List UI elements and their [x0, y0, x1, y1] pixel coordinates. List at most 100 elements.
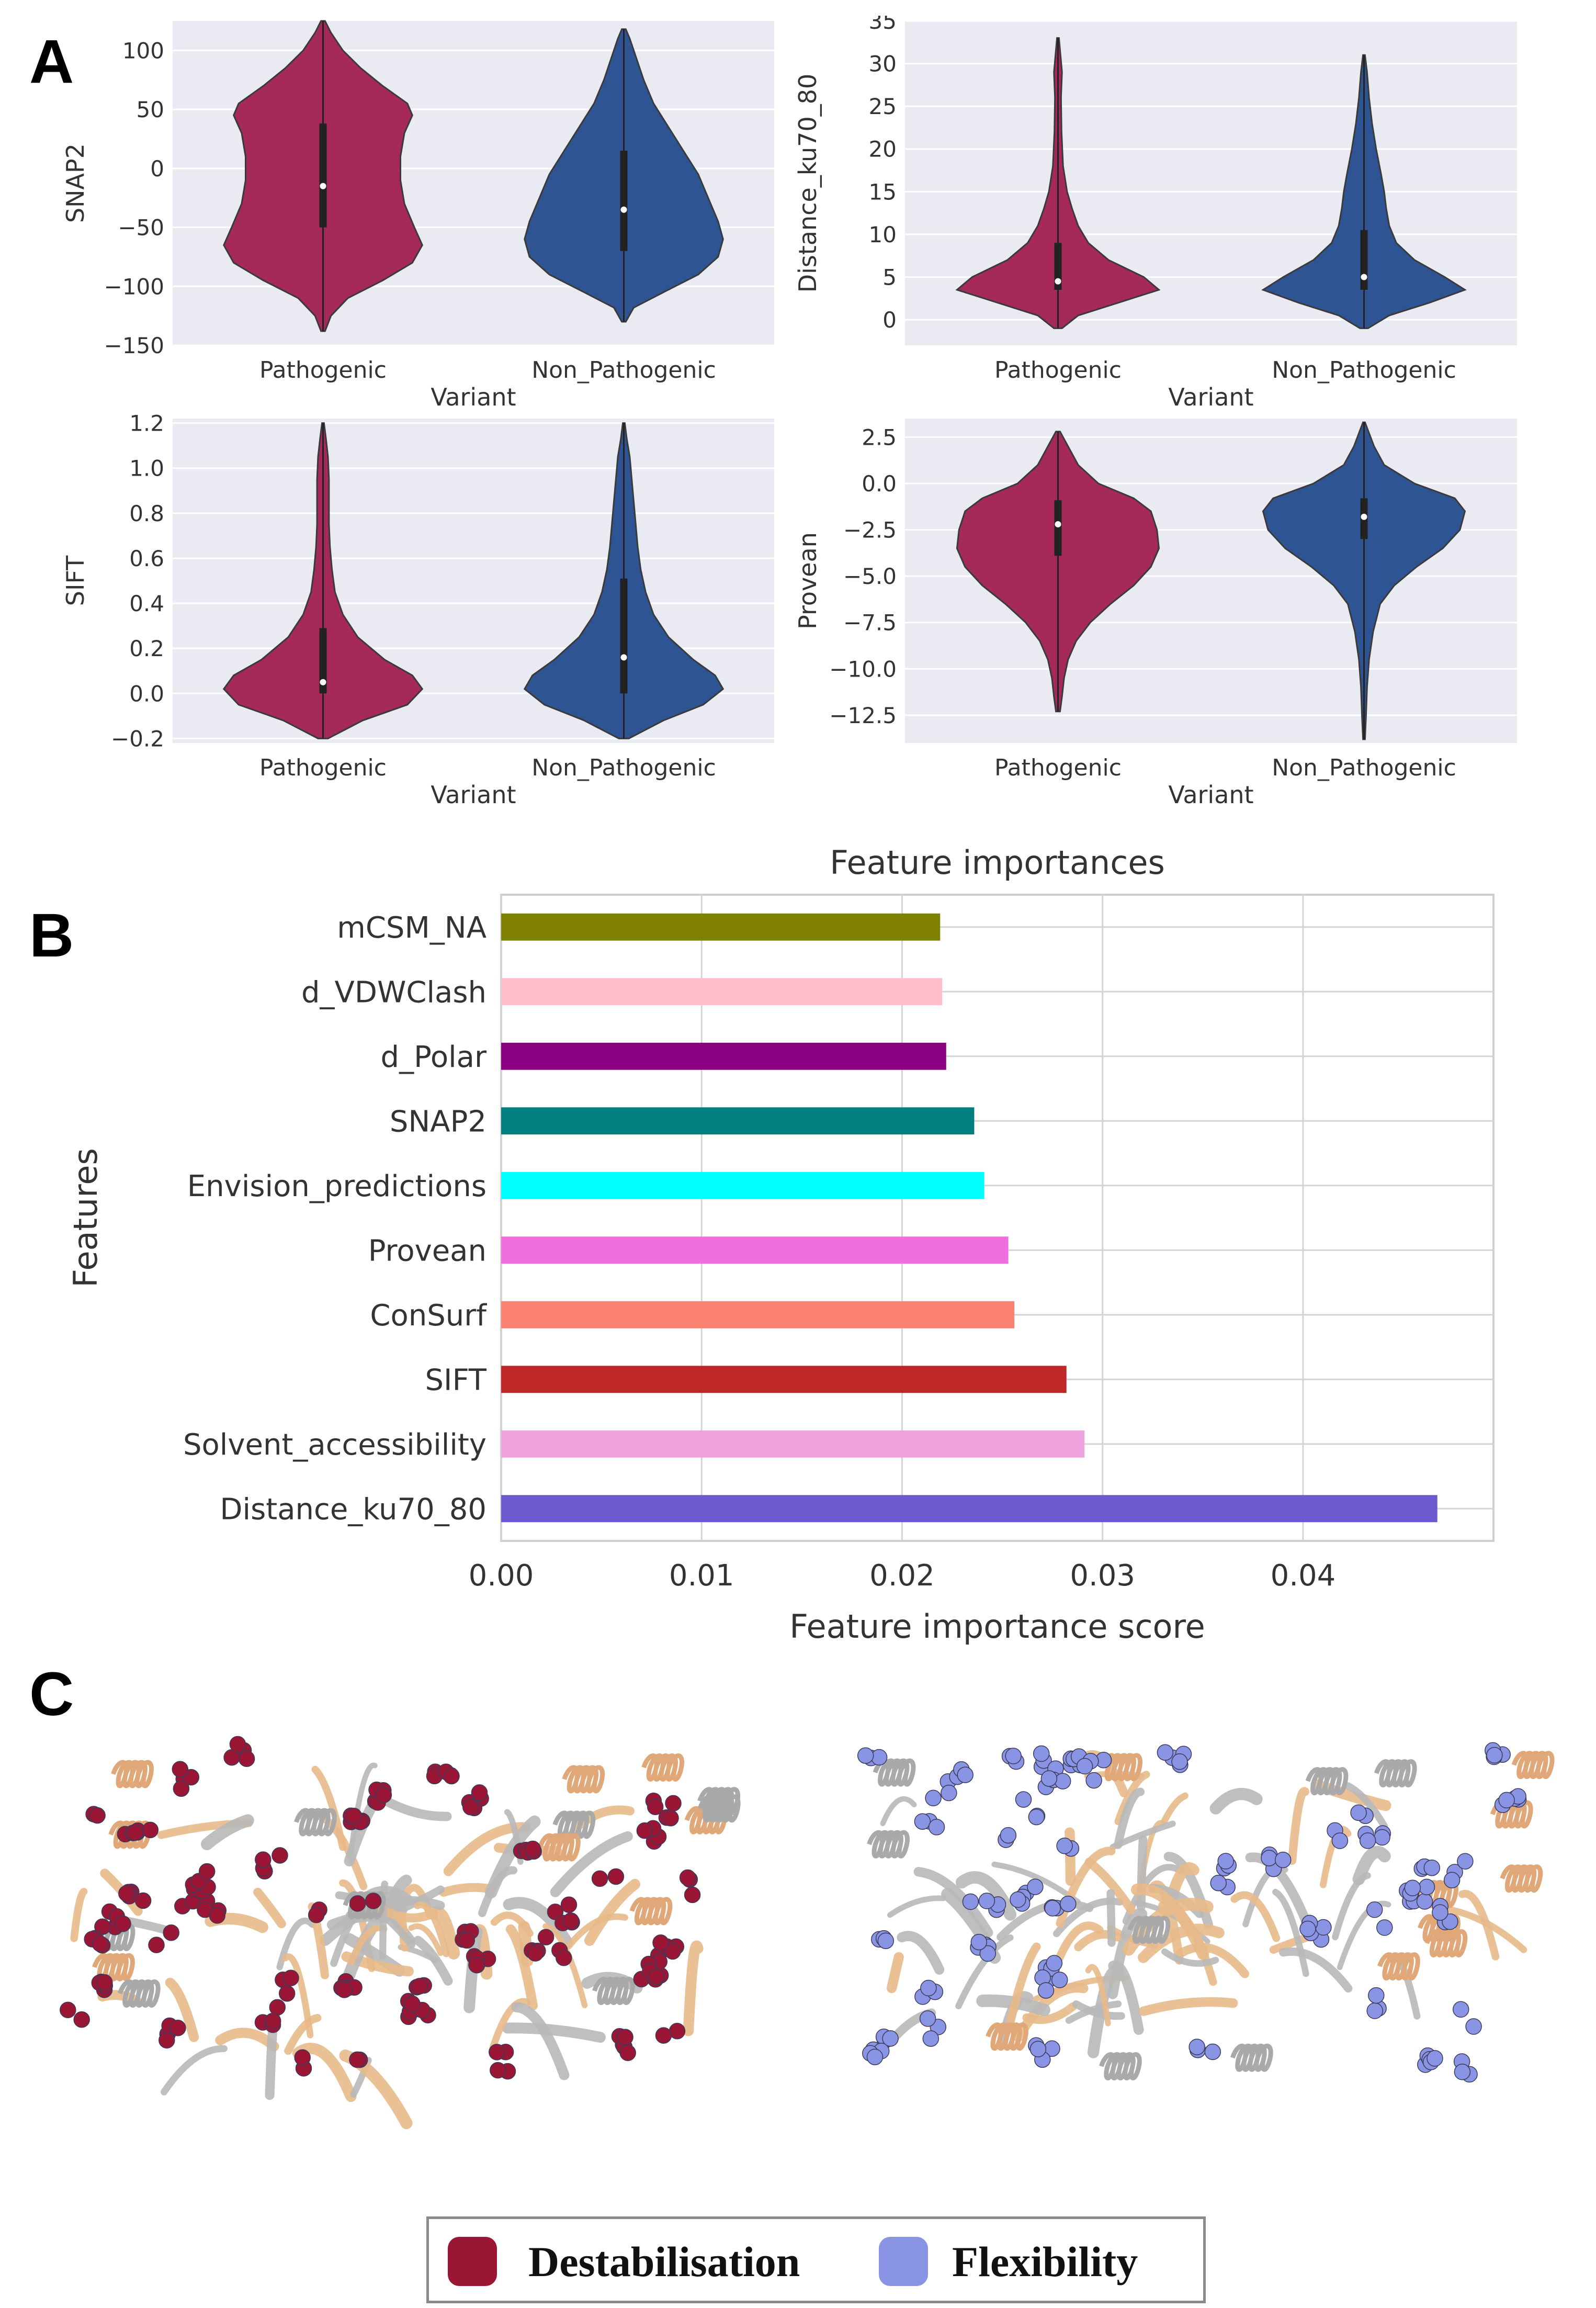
residue-sphere: [1376, 1919, 1393, 1936]
median-point: [320, 183, 326, 189]
residue-sphere: [411, 1978, 428, 1995]
y-tick-label: 0.6: [129, 546, 164, 571]
residue-sphere: [1056, 1838, 1073, 1854]
residue-sphere: [60, 2001, 76, 2019]
residue-sphere: [1299, 1920, 1316, 1938]
y-tick-label: 0.8: [129, 501, 164, 526]
feature-importance-chart: Feature importances 0.00 0.01 0.02 0.03 0.04 m…: [66, 843, 1495, 1646]
protein-ribbon: [413, 1935, 453, 1986]
protein-helix: [1099, 2052, 1142, 2080]
residue-sphere: [560, 1896, 578, 1913]
residue-sphere: [1000, 1827, 1017, 1844]
x-tick-label: Non_Pathogenic: [1272, 755, 1456, 781]
residue-sphere: [255, 1851, 271, 1868]
protein-ribbon: [70, 1887, 88, 1942]
residue-sphere: [209, 1907, 226, 1924]
protein-helix: [1100, 1753, 1143, 1782]
protein-ribbon: [511, 2002, 570, 2080]
x-tick-label: Pathogenic: [994, 755, 1122, 781]
flexibility-swatch: [879, 2237, 928, 2286]
protein-ribbon: [1272, 1888, 1309, 1977]
x-axis-label: Variant: [1168, 383, 1253, 411]
protein-ribbon: [503, 1897, 573, 1949]
x-tick-label: 0.00: [469, 1559, 534, 1593]
residue-sphere: [1076, 1758, 1093, 1775]
protein-ribbon: [1161, 1792, 1188, 1825]
residue-sphere: [1171, 1753, 1188, 1770]
protein-helix: [641, 1753, 685, 1782]
x-tick-label: Non_Pathogenic: [531, 357, 716, 384]
protein-ribbon: [518, 1921, 534, 1967]
protein-ribbon: [1084, 1857, 1136, 1915]
residue-sphere: [979, 1945, 997, 1962]
protein-ribbon: [1161, 1948, 1219, 1967]
x-tick-label: 0.02: [869, 1559, 935, 1593]
residue-sphere: [1498, 1792, 1515, 1809]
residue-sphere: [527, 1945, 544, 1962]
y-tick-label: d_Polar: [381, 1040, 487, 1074]
protein-ribbon: [887, 1895, 946, 1918]
y-tick-label: −5.0: [843, 564, 897, 589]
median-point: [1055, 521, 1061, 527]
median-point: [620, 206, 627, 213]
bar-envision_predictions: [501, 1172, 984, 1199]
y-tick-label: 20: [869, 137, 897, 162]
residue-sphere: [1037, 1982, 1055, 1999]
protein-ribbon: [1087, 1965, 1124, 2058]
residue-sphere: [349, 1895, 366, 1912]
protein-ribbon: [913, 1867, 993, 1938]
residue-sphere: [925, 1789, 942, 1807]
y-tick-label: d_VDWClash: [301, 975, 486, 1009]
residue-sphere: [282, 1969, 299, 1986]
residue-sphere: [1029, 2041, 1047, 2057]
protein-helix: [562, 1765, 605, 1794]
residue-sphere: [349, 2051, 366, 2068]
x-axis-label: Variant: [431, 383, 516, 411]
violin-chart-provean: −12.5 −10.0 −7.5 −5.0 −2.5 0.0 2.5 Pathogenic No…: [794, 419, 1517, 809]
residue-sphere: [607, 1868, 625, 1885]
protein-ribbon: [282, 1953, 314, 2039]
protein-ribbon: [1352, 1845, 1391, 1885]
protein-helix: [1127, 1916, 1171, 1944]
residue-sphere: [1188, 2039, 1205, 2055]
panel-letter-b: B: [29, 901, 74, 970]
y-tick-label: 10: [869, 222, 897, 247]
median-point: [620, 654, 627, 661]
protein-ribbon: [683, 1940, 704, 2036]
protein-ribbon: [439, 1883, 496, 1897]
residue-sphere: [238, 1750, 255, 1767]
residue-sphere: [229, 1736, 246, 1753]
y-tick-label: 1.2: [129, 413, 164, 436]
protein-ribbon: [1209, 1788, 1263, 1815]
protein-ribbon: [379, 1795, 452, 1821]
residue-sphere: [556, 1950, 572, 1966]
residue-sphere: [1486, 1747, 1503, 1764]
residue-sphere: [1015, 1791, 1032, 1808]
residue-sphere: [1418, 1878, 1435, 1896]
residue-sphere: [458, 1932, 476, 1949]
protein-ribbon: [1106, 1889, 1116, 1947]
residue-sphere: [89, 1807, 106, 1824]
protein-ribbon: [484, 1815, 541, 1899]
residue-sphere: [365, 1893, 382, 1909]
residue-sphere: [1368, 1987, 1385, 2004]
protein-ribbon: [584, 1878, 640, 1946]
residue-sphere: [1443, 1872, 1461, 1889]
protein-helix: [1374, 1759, 1417, 1787]
y-tick-label: 0: [882, 307, 897, 333]
y-tick-label: Distance_ku70_80: [220, 1492, 486, 1526]
residue-sphere: [664, 1943, 681, 1960]
protein-ribbon: [886, 1952, 904, 1994]
iqr-box: [1054, 500, 1062, 556]
y-tick-label: 2.5: [862, 424, 897, 450]
y-tick-label: 15: [869, 179, 897, 205]
protein-helix: [1230, 2043, 1273, 2072]
y-tick-label: 25: [869, 94, 897, 119]
residue-sphere: [1028, 1808, 1045, 1826]
residue-sphere: [1404, 1879, 1421, 1897]
bar-snap2: [501, 1107, 975, 1135]
y-tick-label: −7.5: [843, 610, 897, 636]
y-tick-label: 0.0: [129, 681, 164, 706]
violin-chart-distance: 0 5 10 15 20 25 30 35 Pathogenic Non_Pathogenic Va…: [794, 16, 1517, 411]
bar-distance_ku70_80: [501, 1495, 1437, 1523]
